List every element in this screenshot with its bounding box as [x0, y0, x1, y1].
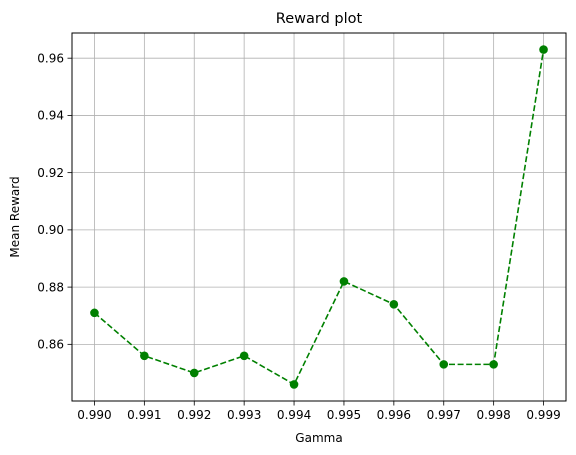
series-layer	[90, 45, 548, 389]
data-point	[539, 45, 548, 54]
x-tick-label: 0.991	[127, 408, 161, 422]
x-tick-label: 0.995	[327, 408, 361, 422]
data-point	[489, 360, 498, 369]
data-point	[339, 277, 349, 286]
grid-lines	[72, 33, 566, 401]
x-tick-label: 0.992	[177, 408, 211, 422]
x-tick-label: 0.996	[377, 408, 411, 422]
data-point	[289, 380, 299, 389]
series-line	[93, 49, 545, 386]
y-tick-label: 0.90	[37, 223, 64, 237]
y-axis-title: Mean Reward	[8, 176, 22, 257]
chart-title: Reward plot	[276, 11, 363, 27]
x-tick-label: 0.993	[227, 408, 261, 422]
x-tick-label: 0.998	[476, 408, 510, 422]
x-tick-label: 0.994	[277, 408, 311, 422]
x-axis: 0.990 0.991 0.992 0.993 0.994 0.995 0.996 0.997…	[77, 401, 561, 422]
x-tick-label: 0.990	[77, 408, 111, 422]
x-tick-label: 0.999	[526, 408, 560, 422]
data-point	[439, 360, 449, 369]
plot-frame	[71, 32, 567, 402]
y-tick-label: 0.96	[37, 51, 64, 65]
data-point	[239, 351, 249, 361]
y-tick-label: 0.88	[37, 280, 64, 294]
y-axis: 0.86 0.88 0.90 0.92 0.94 0.96	[37, 51, 72, 352]
y-tick-label: 0.86	[37, 338, 64, 352]
y-tick-label: 0.94	[37, 109, 64, 123]
x-axis-title: Gamma	[295, 431, 342, 445]
data-point	[140, 351, 149, 361]
x-tick-label: 0.997	[427, 408, 461, 422]
y-tick-label: 0.92	[37, 166, 64, 180]
data-point	[189, 368, 199, 378]
data-point	[389, 299, 399, 309]
data-point	[90, 308, 99, 318]
